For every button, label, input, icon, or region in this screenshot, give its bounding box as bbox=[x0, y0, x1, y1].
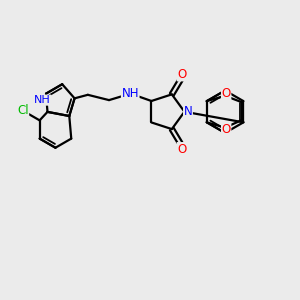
Text: O: O bbox=[221, 124, 231, 136]
Text: O: O bbox=[221, 87, 231, 100]
Text: NH: NH bbox=[122, 87, 139, 100]
Text: O: O bbox=[177, 68, 187, 81]
Text: NH: NH bbox=[34, 95, 51, 105]
Text: Cl: Cl bbox=[17, 104, 28, 117]
Text: O: O bbox=[177, 142, 187, 156]
Text: N: N bbox=[184, 105, 192, 118]
